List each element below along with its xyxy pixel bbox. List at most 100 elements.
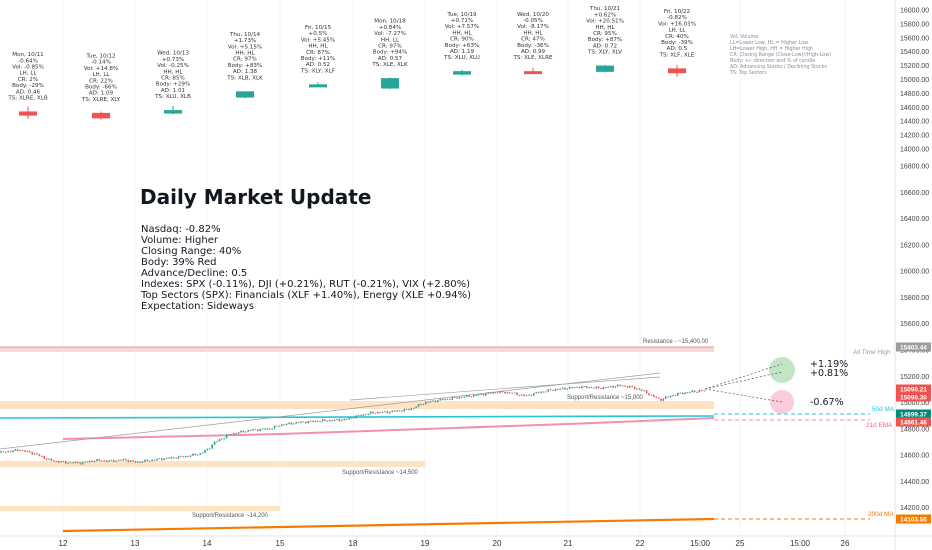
daily-candle-body xyxy=(524,71,542,75)
daily-label-line: AD: 0.72 xyxy=(593,43,617,49)
intraday-candle xyxy=(84,461,86,463)
intraday-candle xyxy=(451,397,453,400)
intraday-candle xyxy=(590,387,593,389)
intraday-candle xyxy=(132,460,134,462)
intraday-candle xyxy=(48,458,50,460)
intraday-candle xyxy=(237,432,240,434)
y-tick-label: 14600.00 xyxy=(900,105,929,112)
projection-arrow xyxy=(704,371,783,390)
intraday-candle xyxy=(137,461,139,463)
intraday-candle xyxy=(641,389,643,391)
intraday-candle xyxy=(141,461,144,463)
daily-label-line: CR: 95% xyxy=(593,31,617,37)
intraday-candle xyxy=(125,459,127,461)
intraday-candle xyxy=(597,386,600,389)
intraday-candle xyxy=(197,454,199,456)
y-tick-label: 14600.00 xyxy=(900,453,929,460)
intraday-candle xyxy=(408,409,410,410)
daily-label-line: CR: 47% xyxy=(521,37,545,43)
legend-line: LH=Lower High, HH = Higher High xyxy=(730,46,813,52)
projection-arrow xyxy=(704,388,783,403)
intraday-candle xyxy=(177,456,180,459)
price-tag-label: 14103.55 xyxy=(900,516,927,523)
y-tick-label: 15800.00 xyxy=(900,21,929,28)
daily-label-line: CR: 40% xyxy=(665,34,689,40)
daily-label-line: Vol: +14.8% xyxy=(84,66,119,72)
daily-label-line: -0.64% xyxy=(18,58,38,64)
intraday-candle xyxy=(413,407,415,409)
intraday-candle xyxy=(297,422,300,424)
intraday-candle xyxy=(60,461,62,463)
daily-label-line: Tue, 10/19 xyxy=(446,12,477,18)
summary-line: Volume: Higher xyxy=(141,235,219,246)
intraday-candle xyxy=(38,454,41,456)
intraday-candle xyxy=(182,456,185,458)
daily-label-line: Body: -66% xyxy=(85,84,117,90)
intraday-candle xyxy=(679,392,681,394)
legend-line: Body: +/- direction and % of candle xyxy=(730,58,815,64)
projection-label: +0.81% xyxy=(810,368,848,379)
intraday-candle xyxy=(648,393,650,396)
daily-label-line: Vol: +5.15% xyxy=(228,44,263,50)
intraday-candle xyxy=(626,386,629,388)
summary-line: Closing Range: 40% xyxy=(141,246,241,257)
intraday-candle xyxy=(633,386,636,389)
intraday-candle xyxy=(377,412,379,414)
intraday-candle xyxy=(446,398,449,400)
intraday-candle xyxy=(453,397,456,399)
intraday-candle xyxy=(134,461,137,463)
intraday-candle xyxy=(276,425,278,427)
intraday-candle xyxy=(384,411,386,413)
x-tick-label: 12 xyxy=(59,539,68,548)
daily-label-line: +0.62% xyxy=(594,12,616,18)
daily-label-line: Thu, 10/21 xyxy=(589,6,621,12)
y-tick-label: 14800.00 xyxy=(900,426,929,433)
intraday-candle xyxy=(566,388,569,390)
intraday-candle xyxy=(144,459,146,462)
intraday-candle xyxy=(79,462,81,465)
price-tag xyxy=(896,342,931,352)
x-tick-label: 25 xyxy=(736,539,745,548)
intraday-candle xyxy=(228,434,230,436)
intraday-candle xyxy=(674,395,677,397)
intraday-candle xyxy=(189,455,192,457)
y-tick-label: 15600.00 xyxy=(900,35,929,42)
intraday-candle xyxy=(583,386,585,388)
intraday-candle xyxy=(17,449,19,451)
intraday-candle xyxy=(689,392,691,393)
intraday-candle xyxy=(677,392,679,396)
daily-label-line: CR: 22% xyxy=(89,78,113,84)
intraday-candle xyxy=(444,398,446,400)
intraday-candle xyxy=(122,459,125,461)
intraday-candle xyxy=(158,458,161,460)
intraday-candle xyxy=(691,390,693,393)
price-tag-label: 15090.21 xyxy=(900,386,927,393)
intraday-candle xyxy=(487,392,489,394)
intraday-candle xyxy=(533,393,535,396)
y-tick-label: 15200.00 xyxy=(900,63,929,70)
intraday-candle xyxy=(417,404,420,407)
intraday-candle xyxy=(557,389,559,390)
price-tag xyxy=(896,417,931,427)
intraday-candle xyxy=(473,394,475,397)
intraday-candle xyxy=(509,392,511,394)
x-tick-label: 20 xyxy=(493,539,502,548)
intraday-candle xyxy=(693,390,696,393)
daily-label-line: TS: XLE, XLRE xyxy=(512,55,553,61)
x-tick-label: 15:00 xyxy=(690,539,711,548)
daily-label-line: Tue, 10/12 xyxy=(85,53,115,59)
intraday-candle xyxy=(391,410,393,412)
intraday-candle xyxy=(283,424,285,426)
intraday-candle xyxy=(439,399,441,401)
intraday-candle xyxy=(103,460,105,462)
intraday-candle xyxy=(441,399,444,400)
trendline-lower xyxy=(0,372,661,450)
daily-label-line: AD: 1.01 xyxy=(161,88,186,94)
summary-line: Indexes: SPX (-0.11%), DJI (+0.21%), RUT… xyxy=(141,279,470,290)
x-axis: 12 13 14 15 18 19 20 21 22 15:00 25 15:0… xyxy=(0,535,932,548)
y-tick-label: 14200.00 xyxy=(900,505,929,512)
intraday-candle xyxy=(41,455,43,457)
level-label: Support/Resistance ~15,000 xyxy=(567,395,644,401)
intraday-candle xyxy=(343,419,345,421)
